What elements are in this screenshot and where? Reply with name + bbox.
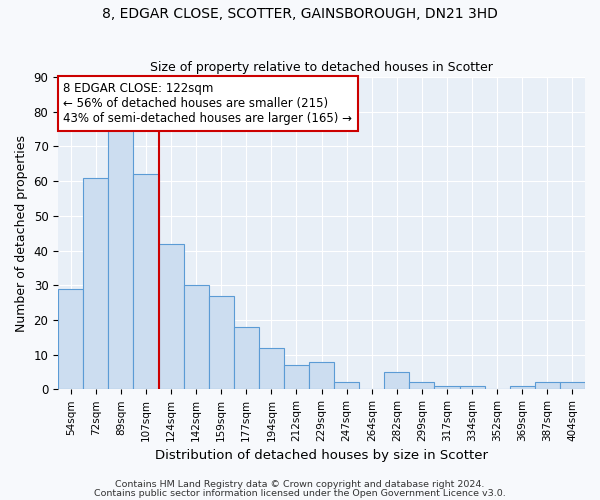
Bar [334,382,359,390]
Title: Size of property relative to detached houses in Scotter: Size of property relative to detached ho… [150,62,493,74]
Bar [234,327,259,390]
Bar [510,386,535,390]
Bar [184,285,209,390]
Bar [309,362,334,390]
Bar [460,386,485,390]
Bar [409,382,434,390]
Bar [560,382,585,390]
Bar [109,126,133,390]
Bar [535,382,560,390]
Bar [83,178,109,390]
Text: 8, EDGAR CLOSE, SCOTTER, GAINSBOROUGH, DN21 3HD: 8, EDGAR CLOSE, SCOTTER, GAINSBOROUGH, D… [102,8,498,22]
X-axis label: Distribution of detached houses by size in Scotter: Distribution of detached houses by size … [155,450,488,462]
Text: 8 EDGAR CLOSE: 122sqm
← 56% of detached houses are smaller (215)
43% of semi-det: 8 EDGAR CLOSE: 122sqm ← 56% of detached … [64,82,352,124]
Text: Contains public sector information licensed under the Open Government Licence v3: Contains public sector information licen… [94,488,506,498]
Bar [434,386,460,390]
Y-axis label: Number of detached properties: Number of detached properties [15,134,28,332]
Bar [284,365,309,390]
Bar [133,174,158,390]
Bar [58,288,83,390]
Text: Contains HM Land Registry data © Crown copyright and database right 2024.: Contains HM Land Registry data © Crown c… [115,480,485,489]
Bar [384,372,409,390]
Bar [158,244,184,390]
Bar [259,348,284,390]
Bar [209,296,234,390]
